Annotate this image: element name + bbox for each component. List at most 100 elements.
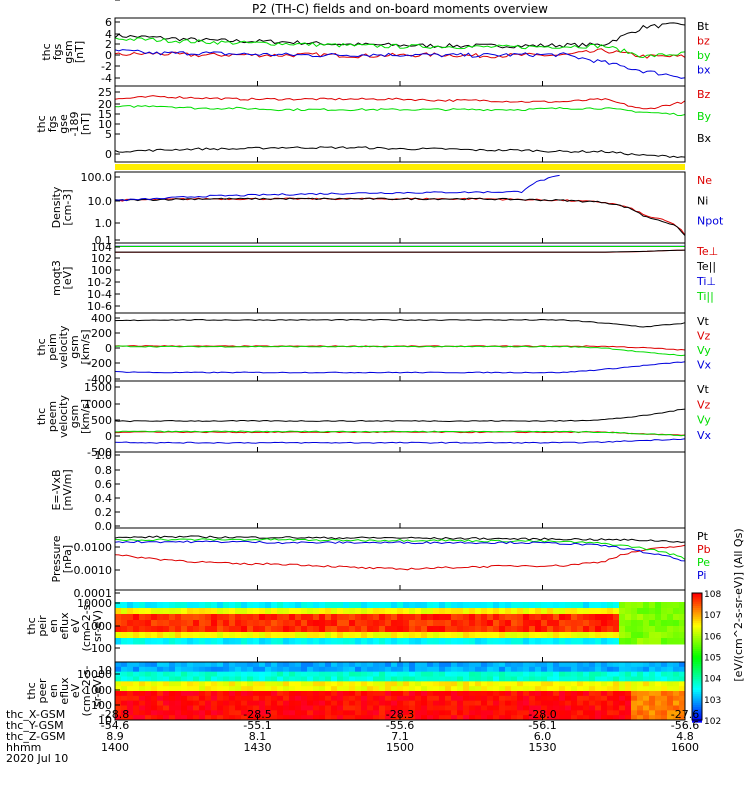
heatmap-cell bbox=[175, 691, 182, 697]
y-tick-label: -2 bbox=[101, 60, 112, 73]
heatmap-cell bbox=[361, 666, 368, 673]
legend-Vx: Vx bbox=[697, 429, 712, 442]
heatmap-cell bbox=[385, 686, 392, 692]
heatmap-cell bbox=[361, 710, 368, 716]
colorbar-segment bbox=[692, 698, 702, 702]
heatmap-cell bbox=[367, 700, 374, 706]
heatmap-cell bbox=[313, 681, 320, 687]
heatmap-cell bbox=[457, 705, 464, 711]
heatmap-cell bbox=[157, 620, 164, 627]
heatmap-cell bbox=[679, 632, 686, 639]
panel-8: 10000100010010thcpeirenefluxeV(cm^2-s-sr… bbox=[25, 589, 686, 677]
heatmap-cell bbox=[145, 662, 152, 668]
heatmap-cell bbox=[121, 620, 128, 627]
heatmap-cell bbox=[433, 620, 440, 627]
ephem-date: 2020 Jul 10 bbox=[6, 752, 68, 765]
heatmap-cell bbox=[397, 626, 404, 633]
heatmap-cell bbox=[403, 681, 410, 687]
heatmap-cell bbox=[523, 710, 530, 716]
heatmap-cell bbox=[487, 602, 494, 609]
y-tick-label: 0.8 bbox=[95, 464, 113, 477]
heatmap-cell bbox=[151, 638, 158, 645]
heatmap-cell bbox=[433, 632, 440, 639]
heatmap-cell bbox=[403, 715, 410, 721]
heatmap-cell bbox=[163, 695, 170, 702]
y-axis-label: [nPa] bbox=[61, 545, 74, 573]
heatmap-cell bbox=[403, 626, 410, 633]
heatmap-cell bbox=[637, 676, 644, 682]
heatmap-cell bbox=[265, 681, 272, 687]
y-tick-label: 200 bbox=[91, 327, 112, 340]
heatmap-cell bbox=[565, 691, 572, 697]
heatmap-cell bbox=[541, 681, 548, 687]
y-axis-label: en bbox=[47, 619, 60, 633]
heatmap-cell bbox=[145, 695, 152, 702]
heatmap-cell bbox=[571, 662, 578, 668]
colorbar-label: [eV/(cm^2-s-sr-eV)] (All Qs) bbox=[732, 528, 745, 681]
heatmap-cell bbox=[571, 666, 578, 673]
y-axis-label: eV bbox=[69, 683, 82, 698]
heatmap-cell bbox=[613, 710, 620, 716]
heatmap-cell bbox=[439, 671, 446, 677]
legend-Npot: Npot bbox=[697, 215, 724, 228]
heatmap-cell bbox=[181, 705, 188, 711]
heatmap-cell bbox=[619, 620, 626, 627]
heatmap-cell bbox=[355, 695, 362, 702]
heatmap-cell bbox=[475, 662, 482, 668]
heatmap-cell bbox=[247, 700, 254, 706]
heatmap-cell bbox=[349, 695, 356, 702]
heatmap-cell bbox=[241, 695, 248, 702]
heatmap-cell bbox=[439, 638, 446, 645]
heatmap-cell bbox=[463, 691, 470, 697]
heatmap-cell bbox=[541, 662, 548, 668]
heatmap-cell bbox=[523, 620, 530, 627]
y-axis-label: [km/s] bbox=[79, 329, 92, 364]
heatmap-cell bbox=[367, 686, 374, 692]
heatmap-cell bbox=[643, 620, 650, 627]
heatmap-cell bbox=[217, 700, 224, 706]
heatmap-cell bbox=[565, 632, 572, 639]
colorbar-segment bbox=[692, 657, 702, 661]
heatmap-cell bbox=[271, 695, 278, 702]
heatmap-cell bbox=[433, 700, 440, 706]
heatmap-cell bbox=[397, 662, 404, 668]
heatmap-cell bbox=[187, 632, 194, 639]
heatmap-cell bbox=[337, 614, 344, 621]
heatmap-cell bbox=[211, 608, 218, 615]
heatmap-cell bbox=[145, 614, 152, 621]
heatmap-cell bbox=[673, 676, 680, 682]
heatmap-cell bbox=[283, 705, 290, 711]
heatmap-cell bbox=[547, 686, 554, 692]
heatmap-cell bbox=[547, 608, 554, 615]
colorbar-segment bbox=[692, 661, 702, 665]
heatmap-cell bbox=[277, 691, 284, 697]
y-axis-label: thc bbox=[25, 617, 38, 634]
heatmap-cell bbox=[493, 691, 500, 697]
heatmap-cell bbox=[553, 614, 560, 621]
heatmap-cell bbox=[553, 681, 560, 687]
heatmap-cell bbox=[553, 602, 560, 609]
heatmap-cell bbox=[553, 686, 560, 692]
heatmap-cell bbox=[157, 681, 164, 687]
y-axis-label: sr-eV) bbox=[91, 675, 104, 707]
y-tick-label: 0.2 bbox=[95, 506, 113, 519]
heatmap-cell bbox=[493, 695, 500, 702]
heatmap-cell bbox=[115, 626, 122, 633]
heatmap-cell bbox=[289, 666, 296, 673]
y-tick-label: 10.0 bbox=[88, 195, 113, 208]
heatmap-cell bbox=[139, 666, 146, 673]
heatmap-cell bbox=[145, 602, 152, 609]
heatmap-cell bbox=[409, 671, 416, 677]
heatmap-cell bbox=[601, 691, 608, 697]
heatmap-cell bbox=[607, 620, 614, 627]
ephem-hhmm-value: 1430 bbox=[244, 741, 272, 754]
heatmap-cell bbox=[193, 620, 200, 627]
heatmap-cell bbox=[547, 671, 554, 677]
heatmap-cell bbox=[475, 705, 482, 711]
heatmap-cell bbox=[427, 626, 434, 633]
colorbar-segment bbox=[692, 593, 702, 596]
heatmap-cell bbox=[595, 700, 602, 706]
y-tick-label: 400 bbox=[91, 312, 112, 325]
heatmap-cell bbox=[307, 676, 314, 682]
